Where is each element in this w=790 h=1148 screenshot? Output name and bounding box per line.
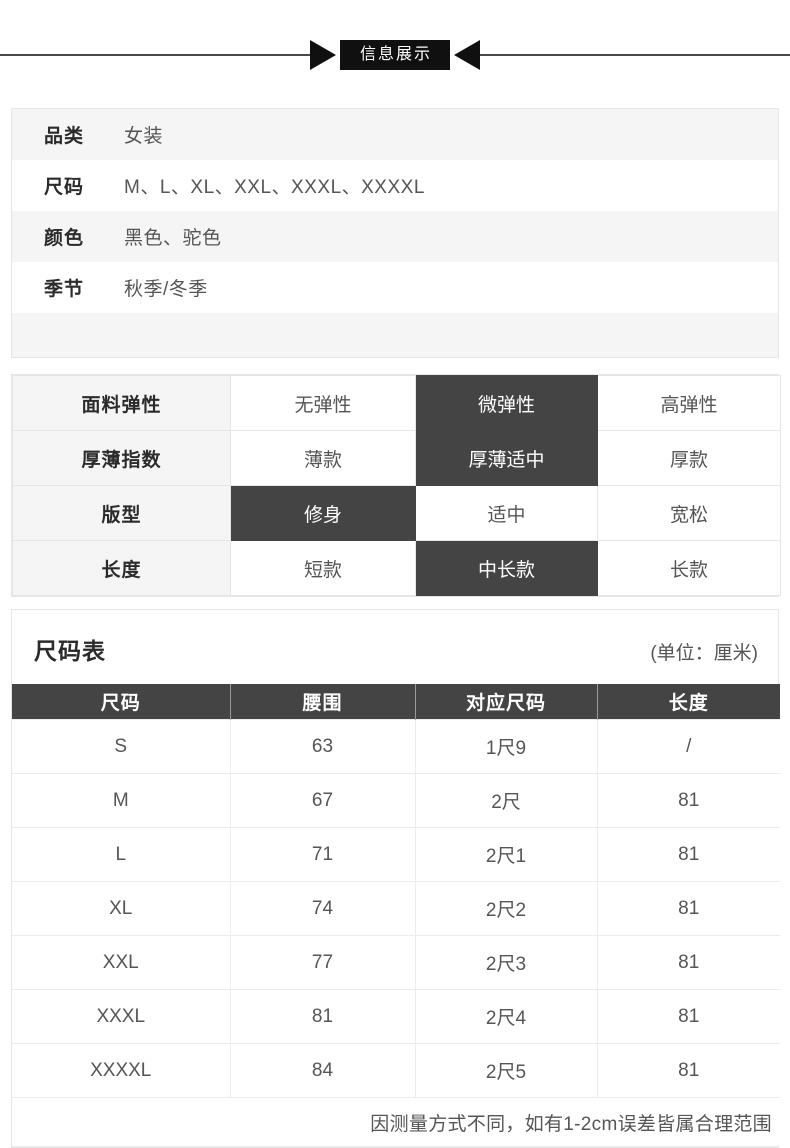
attr-head-thickness: 厚薄指数 (12, 430, 231, 486)
table-row: S 63 1尺9 / (12, 719, 780, 774)
size-chart-header: 尺码表 (单位：厘米) (12, 610, 778, 684)
info-value-size: M、L、XL、XXL、XXXL、XXXXL (124, 160, 778, 211)
size-cell-equivalent: 1尺9 (414, 719, 598, 774)
table-row: L 71 2尺1 81 (12, 827, 780, 882)
product-info-table: 品类 女装 尺码 M、L、XL、XXL、XXXL、XXXXL 颜色 黑色、驼色 … (12, 109, 778, 357)
attr-head-fit: 版型 (12, 485, 231, 541)
attr-option-thick[interactable]: 厚款 (597, 430, 781, 486)
size-cell-length: 81 (596, 881, 780, 936)
size-cell-waist: 63 (229, 719, 416, 774)
table-row: 颜色 黑色、驼色 (12, 211, 778, 262)
attr-option-short[interactable]: 短款 (230, 540, 416, 596)
size-cell-length: 81 (596, 827, 780, 882)
attr-option-high-stretch[interactable]: 高弹性 (597, 375, 781, 431)
size-cell-waist: 77 (229, 935, 416, 990)
attr-option-medium-thickness[interactable]: 厚薄适中 (415, 430, 598, 486)
banner-rule-left (0, 54, 310, 56)
table-row: XXXL 81 2尺4 81 (12, 989, 780, 1044)
size-chart-header-row: 尺码 腰围 对应尺码 长度 (12, 684, 780, 720)
attr-option-no-stretch[interactable]: 无弹性 (230, 375, 416, 431)
info-value-color: 黑色、驼色 (124, 211, 778, 262)
page-header: 信息展示 (0, 0, 790, 108)
size-cell-length: 81 (596, 989, 780, 1044)
arrow-left-ribbon-icon (454, 40, 481, 70)
table-row: 长度 短款 中长款 长款 (12, 540, 781, 596)
size-col-length: 长度 (597, 684, 780, 720)
size-chart-panel: 尺码表 (单位：厘米) 尺码 腰围 对应尺码 长度 S 63 1尺9 / M 6… (11, 609, 780, 1148)
page-title: 信息展示 (340, 40, 451, 70)
attr-option-thin[interactable]: 薄款 (230, 430, 416, 486)
spacer-after-info (0, 358, 790, 374)
size-cell-size: XXXL (12, 989, 231, 1044)
table-row: XXXXL 84 2尺5 81 (12, 1043, 780, 1098)
attr-option-slight-stretch[interactable]: 微弹性 (415, 375, 598, 431)
spacer-after-attributes (0, 597, 790, 609)
attr-option-regular-fit[interactable]: 适中 (415, 485, 598, 541)
size-cell-waist: 67 (229, 773, 416, 828)
size-chart-note: 因测量方式不同，如有1-2cm误差皆属合理范围 (12, 1097, 780, 1147)
size-cell-length: 81 (596, 1043, 780, 1098)
size-cell-size: XXL (12, 935, 231, 990)
size-chart-title: 尺码表 (34, 638, 106, 664)
attr-option-mid-length[interactable]: 中长款 (415, 540, 598, 596)
info-spacer-left (12, 313, 124, 357)
info-table-spacer-row (12, 313, 778, 357)
info-spacer-right (124, 313, 778, 357)
size-cell-size: XL (12, 881, 231, 936)
size-cell-equivalent: 2尺1 (414, 827, 598, 882)
table-row: 季节 秋季/冬季 (12, 262, 778, 313)
size-cell-length: / (596, 719, 780, 774)
table-row: 面料弹性 无弹性 微弹性 高弹性 (12, 375, 781, 431)
attributes-panel: 面料弹性 无弹性 微弹性 高弹性 厚薄指数 薄款 厚薄适中 厚款 版型 修身 适… (11, 374, 781, 597)
info-label-size: 尺码 (12, 160, 124, 211)
size-chart-table: 尺码 腰围 对应尺码 长度 S 63 1尺9 / M 67 2尺 81 L 71 (12, 684, 780, 1147)
size-chart-unit: (单位：厘米) (650, 643, 758, 664)
size-cell-equivalent: 2尺 (414, 773, 598, 828)
attr-head-elasticity: 面料弹性 (12, 375, 231, 431)
table-row: 品类 女装 (12, 109, 778, 160)
table-row: XL 74 2尺2 81 (12, 881, 780, 936)
size-cell-size: XXXXL (12, 1043, 231, 1098)
size-cell-waist: 81 (229, 989, 416, 1044)
attr-option-loose-fit[interactable]: 宽松 (597, 485, 781, 541)
banner-rule-right (480, 54, 790, 56)
size-cell-length: 81 (596, 773, 780, 828)
table-row: 尺码 M、L、XL、XXL、XXXL、XXXXL (12, 160, 778, 211)
info-label-color: 颜色 (12, 211, 124, 262)
size-col-waist: 腰围 (230, 684, 416, 720)
size-cell-equivalent: 2尺5 (414, 1043, 598, 1098)
table-row: M 67 2尺 81 (12, 773, 780, 828)
table-row: XXL 77 2尺3 81 (12, 935, 780, 990)
info-value-season: 秋季/冬季 (124, 262, 778, 313)
size-cell-equivalent: 2尺3 (414, 935, 598, 990)
size-cell-size: S (12, 719, 231, 774)
attributes-table: 面料弹性 无弹性 微弹性 高弹性 厚薄指数 薄款 厚薄适中 厚款 版型 修身 适… (12, 375, 781, 596)
size-cell-length: 81 (596, 935, 780, 990)
product-info-panel: 品类 女装 尺码 M、L、XL、XXL、XXXL、XXXXL 颜色 黑色、驼色 … (11, 108, 779, 358)
arrow-right-ribbon-icon (310, 40, 336, 70)
table-row: 版型 修身 适中 宽松 (12, 485, 781, 541)
size-cell-equivalent: 2尺2 (414, 881, 598, 936)
size-col-equivalent: 对应尺码 (415, 684, 598, 720)
info-label-category: 品类 (12, 109, 124, 160)
size-cell-waist: 84 (229, 1043, 416, 1098)
info-label-season: 季节 (12, 262, 124, 313)
table-row: 厚薄指数 薄款 厚薄适中 厚款 (12, 430, 781, 486)
size-chart-note-row: 因测量方式不同，如有1-2cm误差皆属合理范围 (12, 1097, 780, 1147)
size-cell-size: M (12, 773, 231, 828)
size-cell-waist: 74 (229, 881, 416, 936)
attr-option-long[interactable]: 长款 (597, 540, 781, 596)
section-banner: 信息展示 (0, 40, 790, 70)
attr-option-slim-fit[interactable]: 修身 (230, 485, 416, 541)
size-cell-waist: 71 (229, 827, 416, 882)
size-col-size: 尺码 (12, 684, 231, 720)
attr-head-length: 长度 (12, 540, 231, 596)
size-cell-equivalent: 2尺4 (414, 989, 598, 1044)
size-cell-size: L (12, 827, 231, 882)
info-value-category: 女装 (124, 109, 778, 160)
